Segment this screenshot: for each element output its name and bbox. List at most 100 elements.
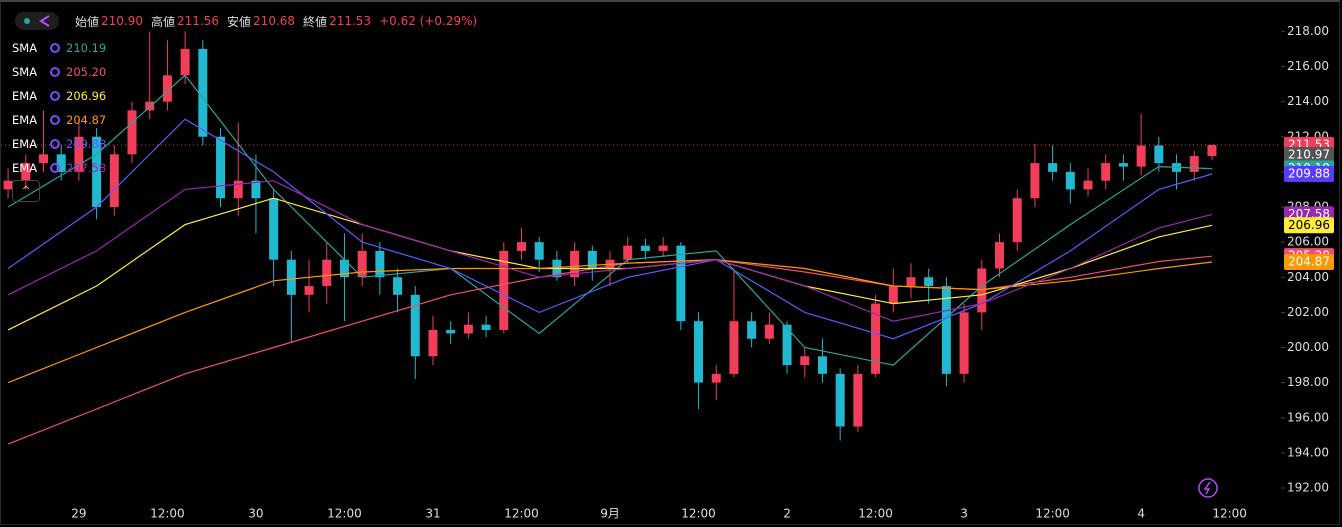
x-tick-label: 12:00	[150, 507, 185, 521]
candle-body	[357, 250, 367, 278]
price-badge: 209.88	[1284, 165, 1334, 182]
price-badge-bg	[1284, 253, 1334, 270]
y-tick-label: 198.00	[1287, 375, 1329, 389]
legend-row: SMA 205.20	[12, 60, 106, 84]
candle-body	[180, 48, 190, 76]
x-tick-label: 12:00	[1035, 507, 1070, 521]
candle-body	[995, 242, 1005, 269]
x-tick-label: 12:00	[858, 507, 893, 521]
candle-body	[1083, 180, 1093, 190]
legend-icon[interactable]	[50, 163, 60, 173]
candle-body	[251, 180, 261, 199]
price-badge-label: 209.88	[1288, 166, 1330, 180]
candle-body	[817, 356, 827, 374]
legend-name: EMA	[12, 113, 38, 127]
collapse-button[interactable]: ^	[12, 180, 40, 202]
candle-body	[1030, 163, 1040, 199]
candle-body	[446, 329, 456, 334]
x-tick-label: 12:00	[1212, 507, 1247, 521]
price-badge-label: 206.96	[1288, 218, 1330, 232]
legend-value: 205.20	[66, 65, 107, 79]
legend-icon[interactable]	[50, 91, 60, 101]
x-tick-label: 2	[783, 507, 791, 521]
open-value: 210.90	[101, 14, 144, 28]
ma-line	[7, 180, 1213, 322]
close-value: 211.53	[329, 14, 372, 28]
candle-body	[924, 277, 934, 287]
legend-row: EMA 207.58	[12, 156, 106, 180]
candle-body	[694, 321, 704, 383]
candle-body	[304, 286, 314, 295]
legend-icon[interactable]	[50, 43, 60, 53]
y-tick-label: 196.00	[1287, 410, 1329, 424]
lightning-icon	[1198, 478, 1218, 498]
candle-body	[286, 259, 296, 295]
price-badge-bg	[1284, 217, 1334, 234]
candle-body	[888, 286, 898, 304]
candle-body	[1189, 156, 1199, 172]
candle-body	[463, 324, 473, 334]
lightning-icon-bolt	[1203, 481, 1211, 495]
legend-value: 206.96	[66, 89, 107, 103]
candle-body	[92, 136, 102, 208]
candle-body	[375, 250, 385, 278]
candle-body	[640, 245, 650, 251]
candle-body	[1136, 145, 1146, 167]
price-badge: 204.87	[1284, 253, 1334, 270]
price-badge-bg	[1284, 165, 1334, 182]
y-tick-label: 204.00	[1287, 270, 1329, 284]
legend-icon[interactable]	[50, 139, 60, 149]
candle-body	[162, 75, 172, 102]
ma-line	[7, 118, 1213, 340]
price-badge: 206.96	[1284, 217, 1334, 234]
candle-body	[729, 321, 739, 374]
open-label: 始値	[75, 14, 100, 29]
candle-body	[1065, 171, 1075, 190]
ma-line	[7, 74, 1213, 366]
legend: SMA 210.19 SMA 205.20 EMA 206.96 EMA 204.87 EMA 2…	[12, 36, 106, 180]
candle-body	[587, 250, 597, 269]
candle-body	[1101, 163, 1111, 181]
candle-body	[499, 250, 509, 330]
candle-body	[835, 373, 845, 427]
candle-body	[782, 324, 792, 366]
y-tick-label: 200.00	[1287, 340, 1329, 354]
candle-body	[1012, 198, 1022, 243]
y-tick-label: 194.00	[1287, 445, 1329, 459]
price-badge-label: 204.87	[1288, 254, 1330, 268]
legend-name: EMA	[12, 161, 38, 175]
candle-body	[534, 242, 544, 260]
candle-body	[800, 356, 810, 366]
price-badge-bg	[1284, 146, 1334, 163]
high-value: 211.56	[177, 14, 220, 28]
candle-body	[269, 198, 279, 260]
legend-row: EMA 206.96	[12, 84, 106, 108]
candle-body	[676, 245, 686, 322]
candle-body	[74, 136, 84, 172]
candle-body	[127, 110, 137, 155]
candle-body	[1118, 163, 1128, 167]
low-value: 210.68	[253, 14, 296, 28]
candle-body	[216, 136, 226, 199]
candle-body	[977, 268, 987, 313]
candle-body	[711, 373, 721, 383]
candle-body	[1048, 163, 1058, 172]
candle-body	[623, 245, 633, 260]
candle-body	[1207, 145, 1217, 157]
x-tick-label: 30	[248, 507, 263, 521]
legend-icon[interactable]	[50, 115, 60, 125]
candle-body	[516, 242, 526, 251]
candle-body	[109, 154, 119, 208]
legend-icon[interactable]	[50, 67, 60, 77]
y-tick-label: 216.00	[1287, 59, 1329, 73]
y-tick-label: 220.00	[1287, 2, 1329, 3]
y-tick-label: 206.00	[1287, 235, 1329, 249]
candle-body	[906, 277, 916, 287]
legend-value: 207.58	[66, 161, 107, 175]
candle-body	[145, 101, 155, 111]
y-tick-label: 192.00	[1287, 481, 1329, 495]
y-tick-label: 202.00	[1287, 305, 1329, 319]
candle-body	[941, 286, 951, 374]
x-tick-label: 29	[71, 507, 86, 521]
